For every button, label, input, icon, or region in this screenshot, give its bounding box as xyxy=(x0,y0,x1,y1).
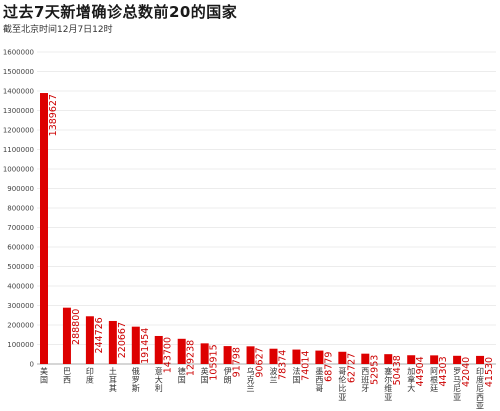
bar xyxy=(338,351,347,364)
bar xyxy=(407,355,416,364)
category-label: 塞尔维亚 xyxy=(384,366,392,402)
category-label: 英国 xyxy=(201,366,209,385)
category-label: 加拿大 xyxy=(407,366,415,393)
y-tick-label: 500000 xyxy=(7,263,34,271)
y-tick-label: 900000 xyxy=(7,185,34,193)
category-label: 巴西 xyxy=(63,367,71,385)
bar xyxy=(62,307,71,364)
bar xyxy=(246,346,255,364)
category-label: 土耳其 xyxy=(109,366,117,393)
y-tick-label: 1600000 xyxy=(3,49,34,57)
category-label: 乌克兰 xyxy=(247,366,255,393)
category-label: 阿根廷 xyxy=(430,367,438,393)
bar xyxy=(154,335,163,364)
y-tick-label: 400000 xyxy=(7,283,34,291)
data-label: 244726 xyxy=(94,317,105,353)
category-label: 印度尼西亚 xyxy=(476,367,484,410)
bar xyxy=(361,353,370,364)
bar xyxy=(453,355,462,364)
data-label: 52953 xyxy=(369,355,380,385)
y-tick-label: 1000000 xyxy=(3,166,34,174)
data-label: 41530 xyxy=(484,357,495,387)
bar xyxy=(384,354,393,364)
bars xyxy=(40,93,485,364)
bar xyxy=(85,316,94,364)
y-tick-label: 1300000 xyxy=(3,107,34,115)
data-label: 62727 xyxy=(346,353,357,383)
category-label: 哥伦比亚 xyxy=(338,367,346,402)
data-label: 78374 xyxy=(278,350,289,380)
data-label: 143700 xyxy=(163,337,174,373)
data-label: 191454 xyxy=(140,328,151,364)
chart-title: 过去7天新增确诊总数前20的国家 xyxy=(3,3,238,21)
y-tick-label: 600000 xyxy=(7,244,34,252)
category-label: 墨西哥 xyxy=(315,367,323,393)
data-label: 50438 xyxy=(392,355,403,385)
category-label: 俄罗斯 xyxy=(132,366,140,393)
bar xyxy=(223,346,232,364)
data-label: 44904 xyxy=(415,356,426,386)
y-tick-label: 1400000 xyxy=(3,88,34,96)
bar xyxy=(315,350,324,364)
y-tick-label: 300000 xyxy=(7,302,34,310)
bar xyxy=(131,326,140,364)
bar xyxy=(430,355,439,364)
category-label: 印度 xyxy=(86,367,94,385)
y-tick-label: 100000 xyxy=(7,341,34,349)
bar xyxy=(40,93,48,364)
data-label: 91798 xyxy=(232,347,243,377)
bar xyxy=(200,343,209,364)
bar xyxy=(108,320,117,364)
category-label: 西班牙 xyxy=(361,367,369,393)
y-tick-label: 800000 xyxy=(7,205,34,213)
data-label: 288800 xyxy=(71,309,82,345)
chart-subtitle: 截至北京时间12月7日12时 xyxy=(3,25,113,35)
category-label: 罗马尼亚 xyxy=(453,367,461,402)
y-tick-label: 1100000 xyxy=(3,146,34,154)
y-tick-label: 1200000 xyxy=(3,127,34,135)
data-label: 42040 xyxy=(461,357,472,387)
bar xyxy=(476,355,485,364)
data-label: 129238 xyxy=(186,340,197,376)
data-label: 74014 xyxy=(300,351,311,381)
data-label: 90627 xyxy=(255,347,266,377)
bar xyxy=(177,338,186,364)
y-tick-label: 1500000 xyxy=(3,68,34,76)
data-label: 44303 xyxy=(438,356,449,386)
y-tick-label: 0 xyxy=(30,361,34,369)
data-label: 1389627 xyxy=(48,94,59,136)
data-label: 68779 xyxy=(323,352,334,382)
data-labels: 1389627 288800 244726 220667 191454 143700 129… xyxy=(48,94,495,387)
y-tick-label: 200000 xyxy=(7,322,34,330)
category-label: 美国 xyxy=(40,366,48,385)
bar xyxy=(292,349,301,364)
gridlines xyxy=(37,51,496,365)
bar xyxy=(269,348,278,364)
data-label: 220667 xyxy=(117,322,128,358)
data-label: 105915 xyxy=(209,344,220,380)
category-label: 意大利 xyxy=(155,366,163,393)
y-tick-label: 700000 xyxy=(7,224,34,232)
category-label: 法国 xyxy=(292,366,300,385)
category-label: 波兰 xyxy=(270,366,278,385)
category-label: 伊朗 xyxy=(224,366,232,385)
category-label: 德国 xyxy=(178,366,186,385)
